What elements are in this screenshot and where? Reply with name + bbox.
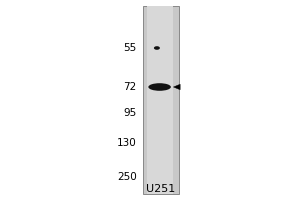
Text: 55: 55 [123, 43, 136, 53]
Text: 250: 250 [117, 172, 136, 182]
Text: 130: 130 [117, 138, 136, 148]
Text: U251: U251 [146, 184, 175, 194]
Ellipse shape [148, 83, 171, 91]
Text: 95: 95 [123, 108, 136, 118]
Text: 72: 72 [123, 82, 136, 92]
Bar [147, 6, 172, 194]
Ellipse shape [154, 46, 160, 50]
Bar [142, 6, 178, 194]
Polygon shape [173, 84, 180, 90]
